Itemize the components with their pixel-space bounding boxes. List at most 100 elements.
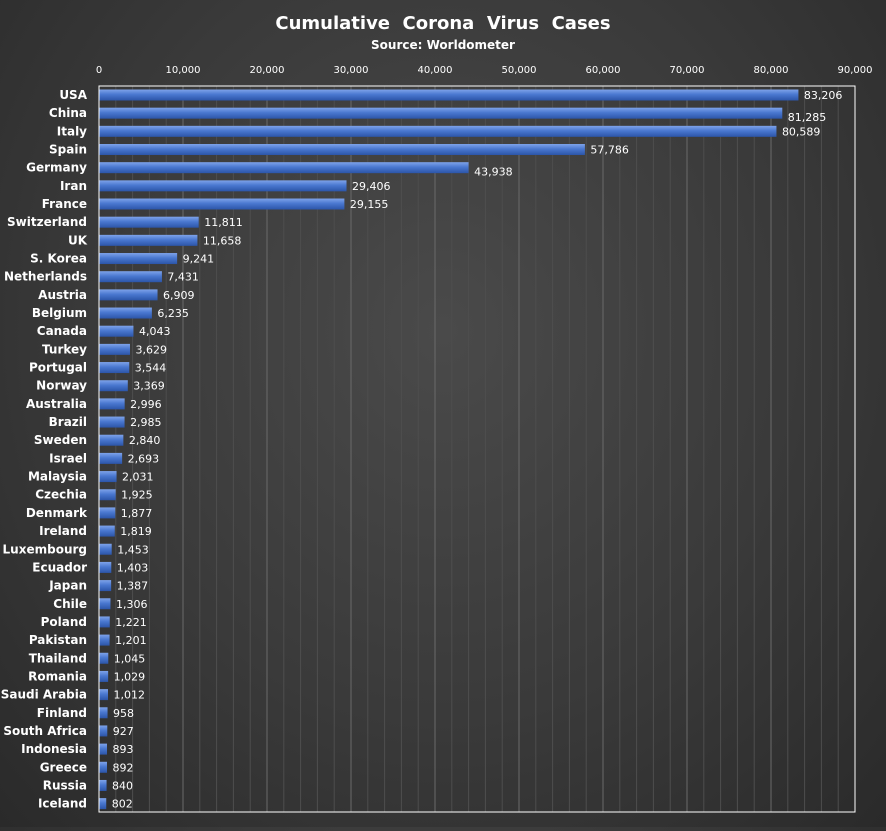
bar [99,89,799,101]
category-label: UK [68,233,88,247]
category-label: Iceland [38,797,87,811]
data-label: 1,877 [121,507,153,520]
category-label: Luxembourg [3,542,87,556]
data-label: 1,403 [117,561,149,574]
data-label: 29,155 [350,198,389,211]
data-label: 1,925 [121,489,153,502]
x-tick-label: 90,000 [838,65,873,76]
category-label: Netherlands [4,270,87,284]
bar [99,798,107,810]
data-label: 6,909 [163,289,195,302]
data-label: 893 [113,743,134,756]
data-label: 927 [113,725,134,738]
bar [99,561,112,573]
bar [99,198,345,210]
bar [99,616,110,628]
category-label: USA [59,88,87,102]
data-label: 958 [113,707,134,720]
data-label: 83,206 [804,89,843,102]
data-label: 11,658 [203,234,242,247]
category-label: Canada [37,324,87,338]
data-label: 1,012 [114,689,145,702]
data-label: 9,241 [183,253,215,266]
bar [99,707,108,719]
data-label: 1,453 [117,543,149,556]
data-label: 2,840 [129,434,161,447]
x-tick-label: 10,000 [166,65,201,76]
grid-lines [115,86,839,812]
data-label: 892 [112,761,133,774]
bar [99,398,125,410]
category-label: China [49,106,87,120]
category-label: Pakistan [29,633,87,647]
x-tick-label: 30,000 [334,65,369,76]
data-label: 1,819 [120,525,152,538]
bars [99,89,799,810]
x-axis-ticks: 0 10,000 20,000 30,000 40,000 50,000 60,000 70,… [96,65,873,76]
category-label: Czechia [35,488,87,502]
data-label: 11,811 [204,216,243,229]
category-label: Indonesia [21,742,87,756]
category-label: Ireland [39,524,87,538]
plot-area-border [98,85,856,813]
bar [99,489,116,501]
category-label: Turkey [42,342,87,356]
data-label: 2,985 [130,416,162,429]
bar [99,580,112,592]
category-label: Australia [26,397,87,411]
category-label: Austria [38,288,87,302]
bar [99,543,112,555]
bar [99,652,109,664]
category-label: Greece [40,760,87,774]
category-label: S. Korea [30,252,87,266]
category-label: South Africa [3,724,87,738]
category-label: Chile [53,597,87,611]
data-label: 1,029 [114,670,146,683]
category-label: Belgium [32,306,87,320]
bar [99,471,117,483]
x-tick-label: 40,000 [418,65,453,76]
data-label: 1,387 [117,580,149,593]
x-tick-label: 60,000 [586,65,621,76]
data-label: 2,996 [130,398,162,411]
bar [99,507,116,519]
data-label: 3,629 [135,343,167,356]
x-tick-label: 70,000 [670,65,705,76]
bar [99,761,107,773]
bar [99,234,198,246]
category-label: Russia [43,778,87,792]
category-label: Brazil [49,415,87,429]
category-label: Saudi Arabia [1,688,87,702]
category-label: Iran [60,179,87,193]
bar [99,380,128,392]
data-label: 57,786 [590,144,629,157]
bar [99,689,109,701]
x-tick-label: 0 [96,65,102,76]
category-label: Israel [49,451,87,465]
bar [99,307,152,319]
chart-subtitle: Source: Worldometer [371,38,515,52]
bar [99,525,115,537]
category-label: France [42,197,87,211]
chart-title: Cumulative Corona Virus Cases [275,13,610,34]
bar [99,216,199,228]
bar [99,416,125,428]
category-label: Denmark [26,506,88,520]
bar [99,634,110,646]
bar [99,434,124,446]
data-label: 3,369 [133,380,165,393]
data-label: 840 [112,779,133,792]
bar [99,725,108,737]
category-label: Portugal [29,361,87,375]
data-label: 80,589 [782,125,821,138]
data-label: 1,221 [115,616,147,629]
bar [99,289,158,301]
data-label: 3,544 [135,362,167,375]
bar [99,362,130,374]
data-label: 81,285 [788,111,827,124]
data-label: 1,045 [114,652,146,665]
data-label: 43,938 [474,166,513,179]
